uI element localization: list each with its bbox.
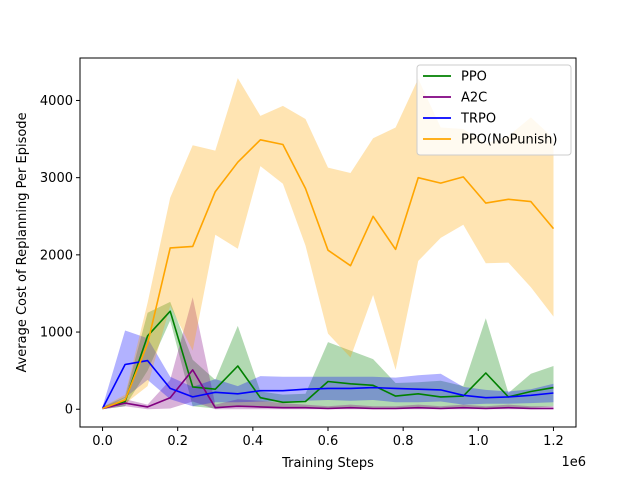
axis-ticks: 0.0 0.2 0.4 0.6 0.8 1.0 1.2 0 1000 2000 3000 4000 [40,94,564,449]
y-tick-label: 0 [65,403,73,418]
x-axis-label: Training Steps [281,456,374,471]
legend-label-ppo: PPO [461,70,487,85]
x-axis-scale-label: 1e6 [561,455,586,470]
y-tick-label: 3000 [40,171,73,186]
y-tick-label: 2000 [40,248,73,263]
legend-label-ppo-nopunish: PPO(NoPunish) [461,133,557,148]
trpo-line [101,359,554,409]
ppo-band [102,301,554,410]
plot-frame [79,57,577,428]
ppo-line [102,310,554,410]
legend-box [416,64,572,156]
x-tick-label: 0.2 [167,434,188,449]
ppo-nopunish-band [102,78,554,410]
y-axis-label: Average Cost of Replanning Per Episode [15,112,30,372]
x-tick-label: 0.0 [92,434,113,449]
a2c-band [102,297,554,410]
x-tick-label: 0.6 [318,434,339,449]
ppo-nopunish-line [102,139,555,410]
x-tick-label: 1.2 [543,434,564,449]
y-tick-label: 1000 [40,326,73,341]
x-tick-label: 1.0 [468,434,489,449]
legend: PPO A2C TRPO PPO(NoPunish) [416,64,572,156]
legend-label-trpo: TRPO [460,112,496,127]
x-tick-label: 0.8 [393,434,414,449]
legend-label-a2c: A2C [461,91,487,106]
series-lines [101,139,555,410]
y-tick-label: 4000 [40,94,73,109]
a2c-line [102,369,554,410]
x-tick-label: 0.4 [243,434,264,449]
